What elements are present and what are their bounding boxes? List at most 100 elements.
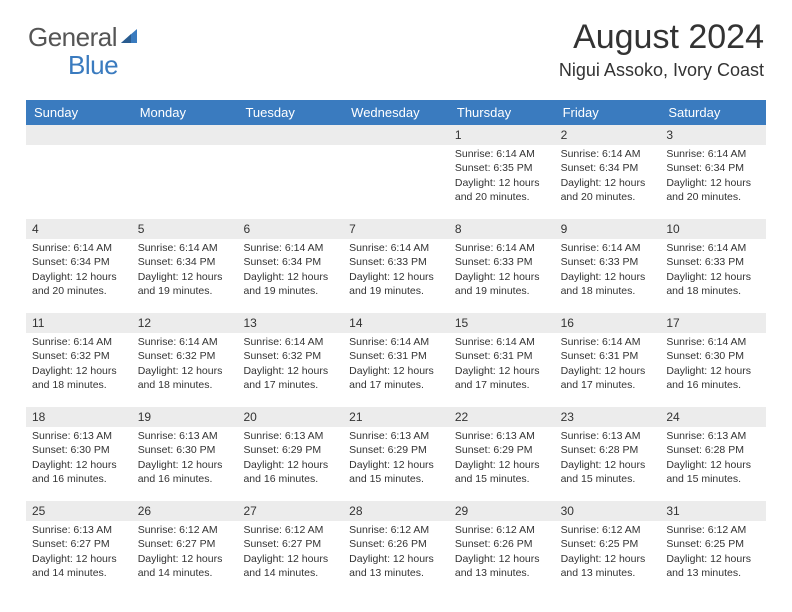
day-number: 19 — [132, 407, 238, 427]
day-number: 17 — [660, 313, 766, 333]
cell-body: Sunrise: 6:14 AMSunset: 6:34 PMDaylight:… — [237, 239, 343, 302]
cell-body: Sunrise: 6:14 AMSunset: 6:34 PMDaylight:… — [26, 239, 132, 302]
daylight-text: Daylight: 12 hours and 19 minutes. — [243, 270, 337, 298]
day-number: 24 — [660, 407, 766, 427]
sunset-text: Sunset: 6:34 PM — [243, 255, 337, 269]
day-header: Saturday — [660, 100, 766, 125]
calendar-cell: 6Sunrise: 6:14 AMSunset: 6:34 PMDaylight… — [237, 219, 343, 313]
cell-body: Sunrise: 6:12 AMSunset: 6:25 PMDaylight:… — [660, 521, 766, 584]
day-header: Sunday — [26, 100, 132, 125]
calendar-cell: 28Sunrise: 6:12 AMSunset: 6:26 PMDayligh… — [343, 501, 449, 595]
calendar-cell: 23Sunrise: 6:13 AMSunset: 6:28 PMDayligh… — [555, 407, 661, 501]
sunset-text: Sunset: 6:33 PM — [561, 255, 655, 269]
sunrise-text: Sunrise: 6:14 AM — [32, 241, 126, 255]
calendar-cell — [343, 125, 449, 219]
sunrise-text: Sunrise: 6:12 AM — [138, 523, 232, 537]
cell-body: Sunrise: 6:14 AMSunset: 6:32 PMDaylight:… — [132, 333, 238, 396]
sunrise-text: Sunrise: 6:14 AM — [349, 241, 443, 255]
cell-body: Sunrise: 6:13 AMSunset: 6:29 PMDaylight:… — [237, 427, 343, 490]
daylight-text: Daylight: 12 hours and 17 minutes. — [349, 364, 443, 392]
calendar-cell — [26, 125, 132, 219]
daylight-text: Daylight: 12 hours and 13 minutes. — [349, 552, 443, 580]
day-number: 23 — [555, 407, 661, 427]
daylight-text: Daylight: 12 hours and 16 minutes. — [138, 458, 232, 486]
calendar-cell: 21Sunrise: 6:13 AMSunset: 6:29 PMDayligh… — [343, 407, 449, 501]
daylight-text: Daylight: 12 hours and 13 minutes. — [561, 552, 655, 580]
daylight-text: Daylight: 12 hours and 20 minutes. — [666, 176, 760, 204]
sunrise-text: Sunrise: 6:13 AM — [666, 429, 760, 443]
cell-body: Sunrise: 6:13 AMSunset: 6:30 PMDaylight:… — [132, 427, 238, 490]
sunrise-text: Sunrise: 6:12 AM — [243, 523, 337, 537]
calendar-cell: 11Sunrise: 6:14 AMSunset: 6:32 PMDayligh… — [26, 313, 132, 407]
cell-body: Sunrise: 6:14 AMSunset: 6:31 PMDaylight:… — [555, 333, 661, 396]
cell-body: Sunrise: 6:12 AMSunset: 6:26 PMDaylight:… — [343, 521, 449, 584]
sunrise-text: Sunrise: 6:14 AM — [138, 335, 232, 349]
sunset-text: Sunset: 6:33 PM — [349, 255, 443, 269]
calendar-cell: 3Sunrise: 6:14 AMSunset: 6:34 PMDaylight… — [660, 125, 766, 219]
sunset-text: Sunset: 6:31 PM — [561, 349, 655, 363]
sunset-text: Sunset: 6:31 PM — [349, 349, 443, 363]
week-row: 1Sunrise: 6:14 AMSunset: 6:35 PMDaylight… — [26, 125, 766, 219]
sunset-text: Sunset: 6:34 PM — [32, 255, 126, 269]
calendar-cell: 18Sunrise: 6:13 AMSunset: 6:30 PMDayligh… — [26, 407, 132, 501]
sunrise-text: Sunrise: 6:13 AM — [455, 429, 549, 443]
calendar-cell: 1Sunrise: 6:14 AMSunset: 6:35 PMDaylight… — [449, 125, 555, 219]
daylight-text: Daylight: 12 hours and 13 minutes. — [455, 552, 549, 580]
cell-body: Sunrise: 6:14 AMSunset: 6:33 PMDaylight:… — [660, 239, 766, 302]
cell-body: Sunrise: 6:14 AMSunset: 6:31 PMDaylight:… — [343, 333, 449, 396]
sunrise-text: Sunrise: 6:14 AM — [561, 147, 655, 161]
calendar-cell: 25Sunrise: 6:13 AMSunset: 6:27 PMDayligh… — [26, 501, 132, 595]
sunrise-text: Sunrise: 6:14 AM — [455, 335, 549, 349]
sunset-text: Sunset: 6:34 PM — [666, 161, 760, 175]
daylight-text: Daylight: 12 hours and 20 minutes. — [561, 176, 655, 204]
calendar-cell: 4Sunrise: 6:14 AMSunset: 6:34 PMDaylight… — [26, 219, 132, 313]
sunset-text: Sunset: 6:33 PM — [455, 255, 549, 269]
sunrise-text: Sunrise: 6:14 AM — [138, 241, 232, 255]
daylight-text: Daylight: 12 hours and 19 minutes. — [349, 270, 443, 298]
calendar-cell: 24Sunrise: 6:13 AMSunset: 6:28 PMDayligh… — [660, 407, 766, 501]
cell-body: Sunrise: 6:13 AMSunset: 6:27 PMDaylight:… — [26, 521, 132, 584]
day-number — [132, 125, 238, 145]
day-number: 2 — [555, 125, 661, 145]
cell-body: Sunrise: 6:13 AMSunset: 6:29 PMDaylight:… — [449, 427, 555, 490]
calendar-cell: 13Sunrise: 6:14 AMSunset: 6:32 PMDayligh… — [237, 313, 343, 407]
calendar-cell: 8Sunrise: 6:14 AMSunset: 6:33 PMDaylight… — [449, 219, 555, 313]
sunrise-text: Sunrise: 6:14 AM — [455, 241, 549, 255]
sunset-text: Sunset: 6:30 PM — [138, 443, 232, 457]
cell-body: Sunrise: 6:13 AMSunset: 6:29 PMDaylight:… — [343, 427, 449, 490]
day-number: 3 — [660, 125, 766, 145]
calendar-grid: SundayMondayTuesdayWednesdayThursdayFrid… — [26, 100, 766, 595]
day-header: Monday — [132, 100, 238, 125]
day-number: 14 — [343, 313, 449, 333]
daylight-text: Daylight: 12 hours and 15 minutes. — [349, 458, 443, 486]
cell-body: Sunrise: 6:13 AMSunset: 6:28 PMDaylight:… — [555, 427, 661, 490]
day-number: 5 — [132, 219, 238, 239]
day-number: 20 — [237, 407, 343, 427]
daylight-text: Daylight: 12 hours and 17 minutes. — [243, 364, 337, 392]
logo-text-blue: Blue — [68, 50, 118, 80]
day-header: Tuesday — [237, 100, 343, 125]
day-number: 18 — [26, 407, 132, 427]
daylight-text: Daylight: 12 hours and 15 minutes. — [561, 458, 655, 486]
sunrise-text: Sunrise: 6:13 AM — [561, 429, 655, 443]
sunset-text: Sunset: 6:29 PM — [349, 443, 443, 457]
daylight-text: Daylight: 12 hours and 13 minutes. — [666, 552, 760, 580]
daylight-text: Daylight: 12 hours and 16 minutes. — [666, 364, 760, 392]
page-subtitle: Nigui Assoko, Ivory Coast — [559, 60, 764, 81]
day-headers-row: SundayMondayTuesdayWednesdayThursdayFrid… — [26, 100, 766, 125]
cell-body: Sunrise: 6:12 AMSunset: 6:26 PMDaylight:… — [449, 521, 555, 584]
cell-body: Sunrise: 6:14 AMSunset: 6:34 PMDaylight:… — [555, 145, 661, 208]
day-number: 11 — [26, 313, 132, 333]
sunrise-text: Sunrise: 6:14 AM — [455, 147, 549, 161]
week-row: 11Sunrise: 6:14 AMSunset: 6:32 PMDayligh… — [26, 313, 766, 407]
day-number: 4 — [26, 219, 132, 239]
cell-body: Sunrise: 6:14 AMSunset: 6:33 PMDaylight:… — [343, 239, 449, 302]
sunset-text: Sunset: 6:34 PM — [561, 161, 655, 175]
sunrise-text: Sunrise: 6:12 AM — [349, 523, 443, 537]
calendar-cell — [237, 125, 343, 219]
daylight-text: Daylight: 12 hours and 19 minutes. — [455, 270, 549, 298]
daylight-text: Daylight: 12 hours and 14 minutes. — [243, 552, 337, 580]
day-number — [237, 125, 343, 145]
sunset-text: Sunset: 6:25 PM — [666, 537, 760, 551]
day-number: 15 — [449, 313, 555, 333]
